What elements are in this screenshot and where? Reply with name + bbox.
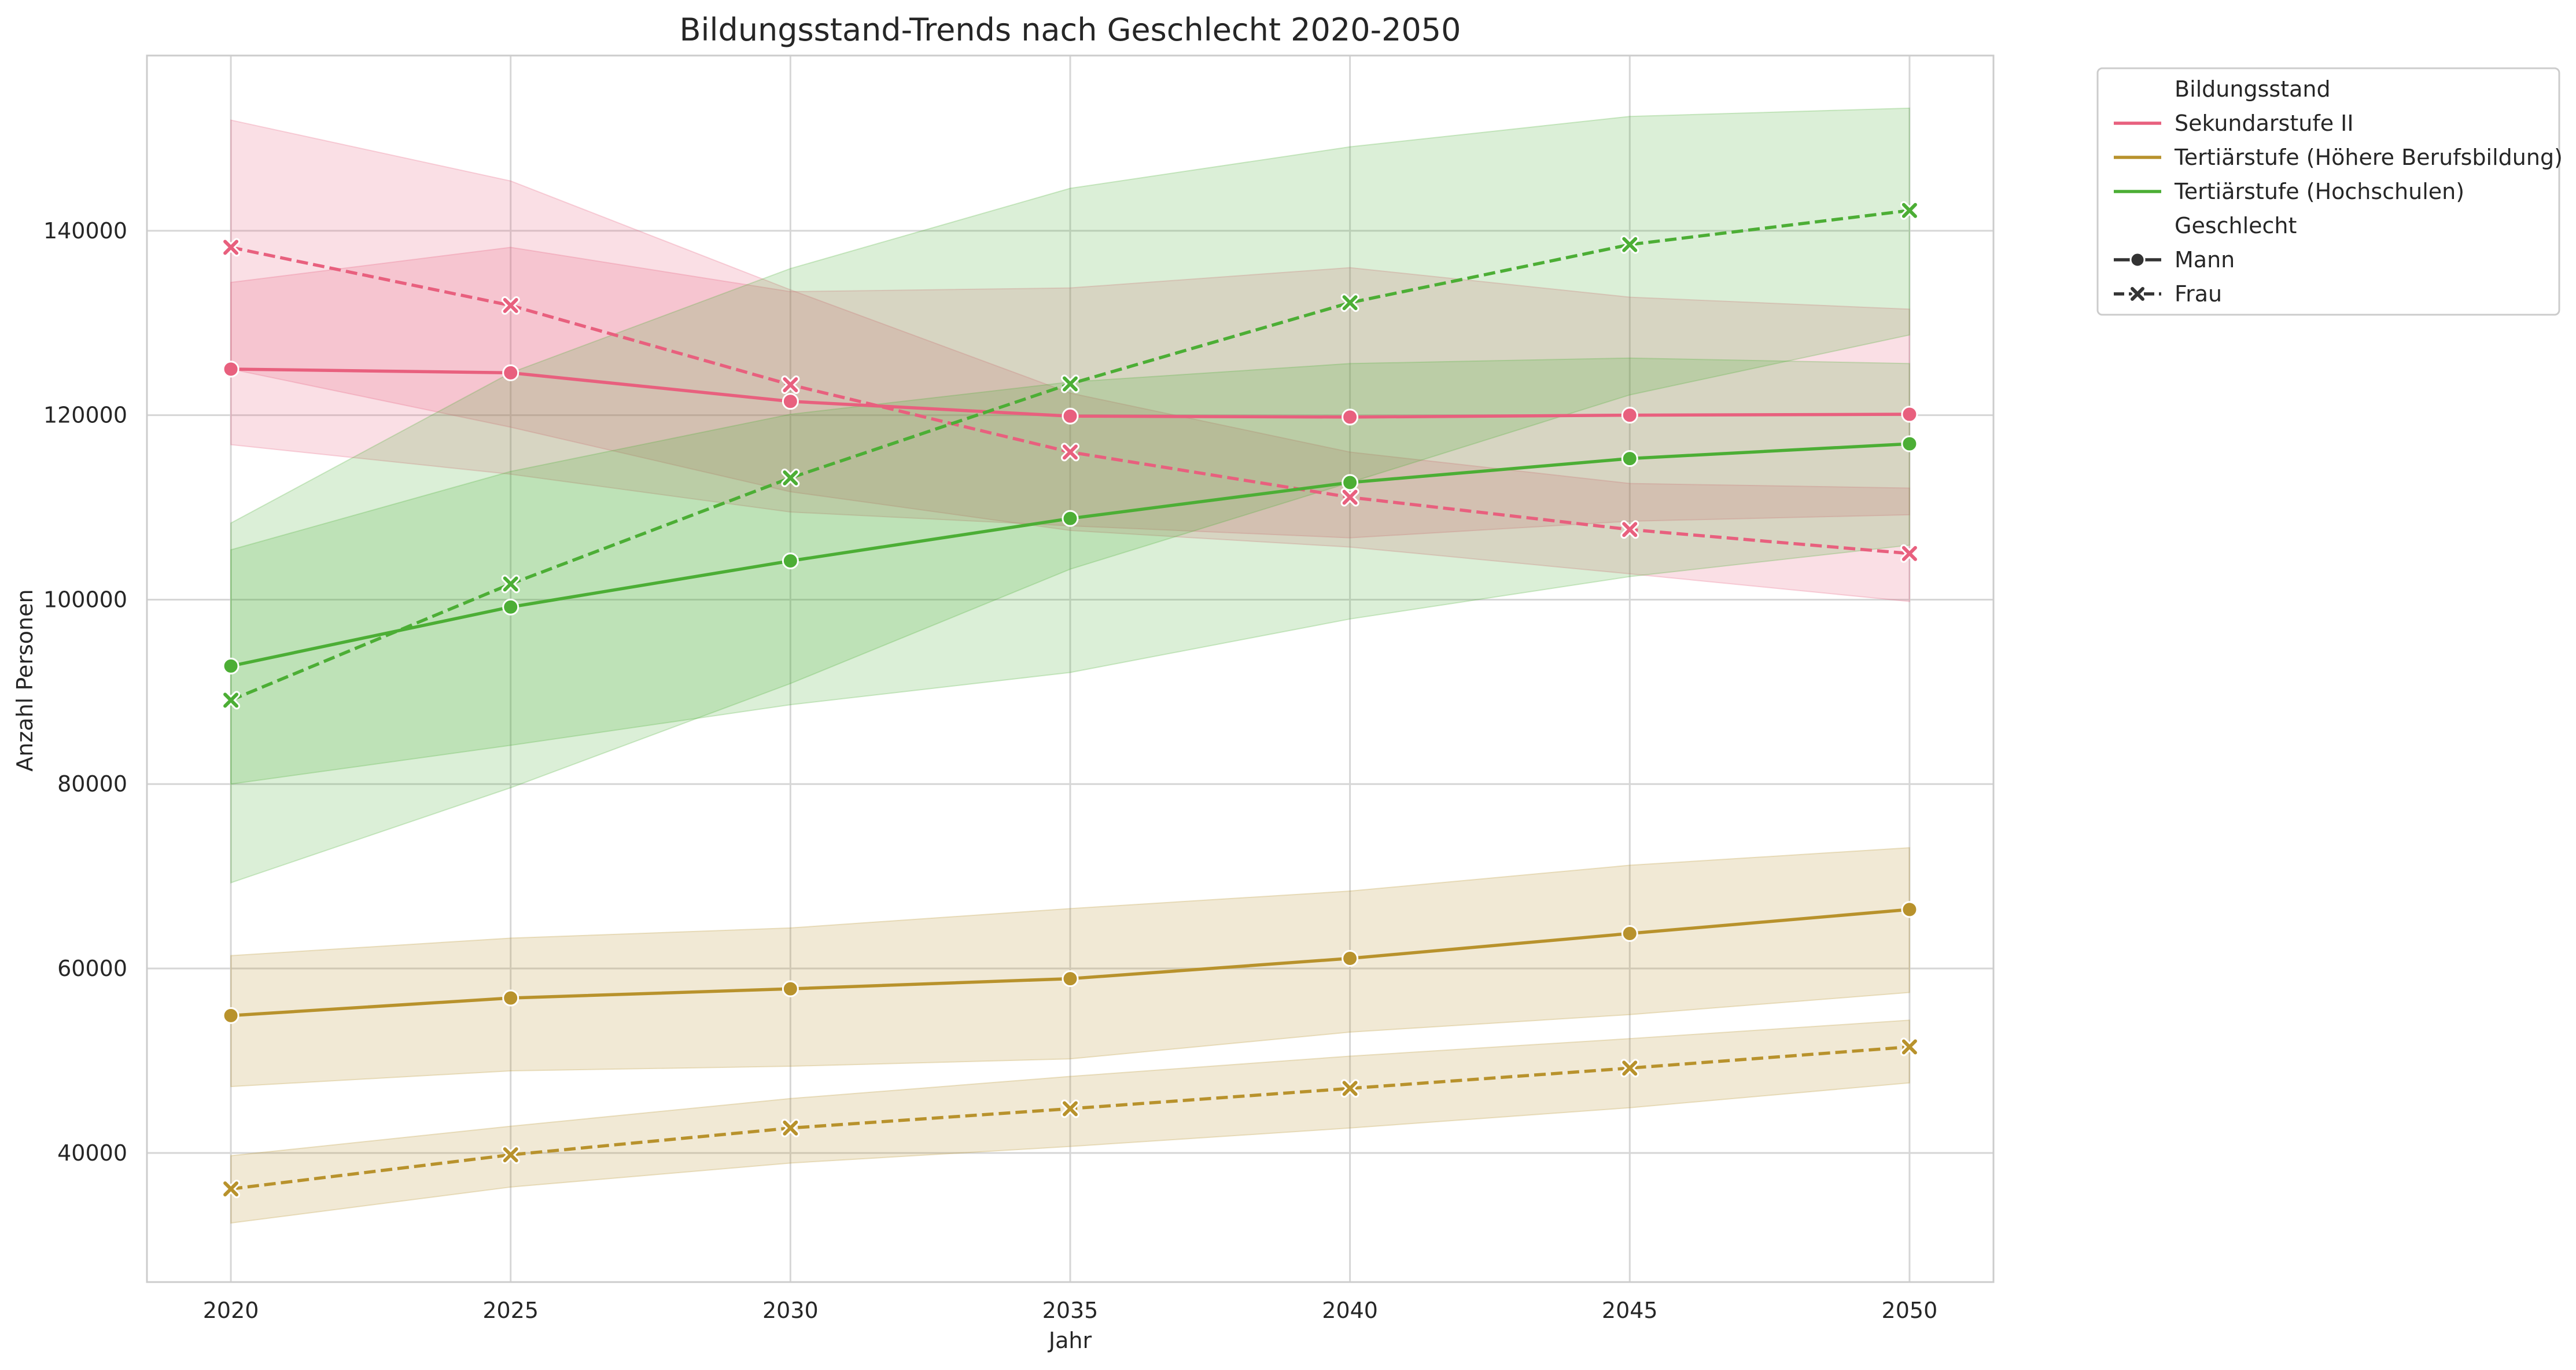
data-point-tertiärstufe-höhere-berufsbildung-frau	[1061, 1099, 1079, 1118]
data-point-tertiärstufe-höhere-berufsbildung-frau	[222, 1180, 241, 1199]
data-point-tertiärstufe-höhere-berufsbildung-mann	[782, 980, 799, 997]
data-point-tertiärstufe-höhere-berufsbildung-mann	[1621, 925, 1638, 942]
data-point-sekundarstufe-ii-mann	[1621, 407, 1638, 424]
y-tick-label: 80000	[57, 771, 127, 797]
grid	[147, 56, 1993, 1282]
x-tick-label: 2040	[1322, 1298, 1378, 1323]
y-tick-label: 60000	[57, 956, 127, 981]
data-point-tertiärstufe-höhere-berufsbildung-mann	[502, 989, 519, 1007]
confidence-band-sekundarstufe-ii-frau	[230, 119, 1910, 602]
confidence-band-tertiärstufe-höhere-berufsbildung-frau	[230, 1019, 1910, 1224]
data-point-sekundarstufe-ii-frau	[1900, 544, 1919, 563]
confidence-band-tertiärstufe-hochschulen-mann	[230, 357, 1910, 785]
data-point-sekundarstufe-ii-frau	[222, 238, 241, 257]
data-point-tertiärstufe-höhere-berufsbildung-mann	[1342, 950, 1359, 967]
data-point-tertiärstufe-hochschulen-mann	[502, 598, 519, 616]
data-point-sekundarstufe-ii-frau	[501, 296, 520, 315]
data-point-sekundarstufe-ii-mann	[222, 360, 239, 378]
data-point-tertiärstufe-hochschulen-frau	[1340, 293, 1359, 312]
data-point-tertiärstufe-hochschulen-mann	[1621, 450, 1638, 467]
x-tick-label: 2020	[203, 1298, 259, 1323]
x-tick-label: 2045	[1602, 1298, 1658, 1323]
x-tick-label: 2050	[1882, 1298, 1938, 1323]
y-tick-label: 120000	[43, 403, 127, 428]
data-point-sekundarstufe-ii-mann	[1901, 406, 1918, 423]
x-tick-label: 2030	[762, 1298, 819, 1323]
legend-box	[2096, 67, 2560, 316]
data-point-tertiärstufe-höhere-berufsbildung-mann	[1901, 901, 1918, 918]
data-point-sekundarstufe-ii-mann	[782, 393, 799, 410]
confidence-bands	[230, 107, 1910, 1224]
data-point-tertiärstufe-hochschulen-frau	[222, 691, 241, 710]
legend-title-hue: Bildungsstand	[2175, 76, 2331, 102]
data-point-sekundarstufe-ii-frau	[1620, 520, 1639, 539]
legend-entry-hue: Sekundarstufe II	[2175, 111, 2354, 136]
y-tick-label: 40000	[57, 1140, 127, 1166]
plot-frame	[146, 54, 1995, 1283]
legend-entry-hue: Tertiärstufe (Hochschulen)	[2174, 179, 2464, 204]
data-point-tertiärstufe-hochschulen-frau	[501, 574, 520, 594]
data-point-tertiärstufe-hochschulen-frau	[781, 469, 800, 488]
data-point-tertiärstufe-höhere-berufsbildung-frau	[1340, 1079, 1359, 1098]
data-point-tertiärstufe-hochschulen-mann	[1062, 510, 1079, 527]
series-markers	[222, 201, 1919, 1199]
data-point-tertiärstufe-hochschulen-frau	[1061, 374, 1079, 393]
confidence-band-tertiärstufe-hochschulen-frau	[230, 107, 1910, 884]
y-tick-label: 100000	[43, 587, 127, 612]
data-point-tertiärstufe-hochschulen-mann	[222, 657, 239, 675]
x-tick-label: 2025	[482, 1298, 539, 1323]
y-axis-label: Anzahl Personen	[12, 589, 38, 771]
data-point-sekundarstufe-ii-mann	[502, 364, 519, 381]
legend: Bildungsstand Sekundarstufe II Tertiärstuf…	[2096, 67, 2563, 316]
x-tick-label: 2035	[1042, 1298, 1099, 1323]
confidence-band-tertiärstufe-höhere-berufsbildung-mann	[230, 847, 1910, 1088]
data-point-sekundarstufe-ii-frau	[1061, 443, 1079, 462]
legend-marker-x	[2131, 287, 2144, 301]
data-point-tertiärstufe-höhere-berufsbildung-mann	[222, 1007, 239, 1024]
data-point-tertiärstufe-höhere-berufsbildung-frau	[781, 1118, 800, 1137]
legend-entry-hue: Tertiärstufe (Höhere Berufsbildung)	[2174, 145, 2563, 170]
legend-entry-style: Frau	[2175, 281, 2222, 307]
data-point-tertiärstufe-hochschulen-frau	[1620, 235, 1639, 254]
legend-title-style: Geschlecht	[2175, 213, 2297, 238]
y-tick-label: 140000	[43, 218, 127, 244]
data-point-sekundarstufe-ii-frau	[1340, 488, 1359, 507]
confidence-band-sekundarstufe-ii-mann	[230, 246, 1910, 539]
x-axis-ticks: 2020 2025 2030 2035 2040 2045 2050	[203, 1298, 1938, 1323]
data-point-tertiärstufe-höhere-berufsbildung-frau	[1900, 1037, 1919, 1056]
data-point-tertiärstufe-höhere-berufsbildung-frau	[501, 1146, 520, 1165]
data-point-sekundarstufe-ii-mann	[1062, 407, 1079, 425]
chart-title: Bildungsstand-Trends nach Geschlecht 202…	[679, 12, 1461, 48]
data-point-sekundarstufe-ii-mann	[1342, 408, 1359, 426]
legend-marker-circle	[2129, 252, 2146, 268]
data-point-tertiärstufe-höhere-berufsbildung-frau	[1620, 1059, 1639, 1078]
legend-entry-style: Mann	[2175, 247, 2235, 272]
data-point-sekundarstufe-ii-frau	[781, 375, 800, 395]
data-point-tertiärstufe-höhere-berufsbildung-mann	[1062, 970, 1079, 988]
data-point-tertiärstufe-hochschulen-frau	[1900, 201, 1919, 220]
y-axis-ticks: 40000 60000 80000 100000 120000 140000	[43, 218, 127, 1166]
x-axis-label: Jahr	[1048, 1328, 1092, 1353]
data-point-tertiärstufe-hochschulen-mann	[1901, 435, 1918, 452]
data-point-tertiärstufe-hochschulen-mann	[782, 553, 799, 570]
data-point-tertiärstufe-hochschulen-mann	[1342, 474, 1359, 491]
